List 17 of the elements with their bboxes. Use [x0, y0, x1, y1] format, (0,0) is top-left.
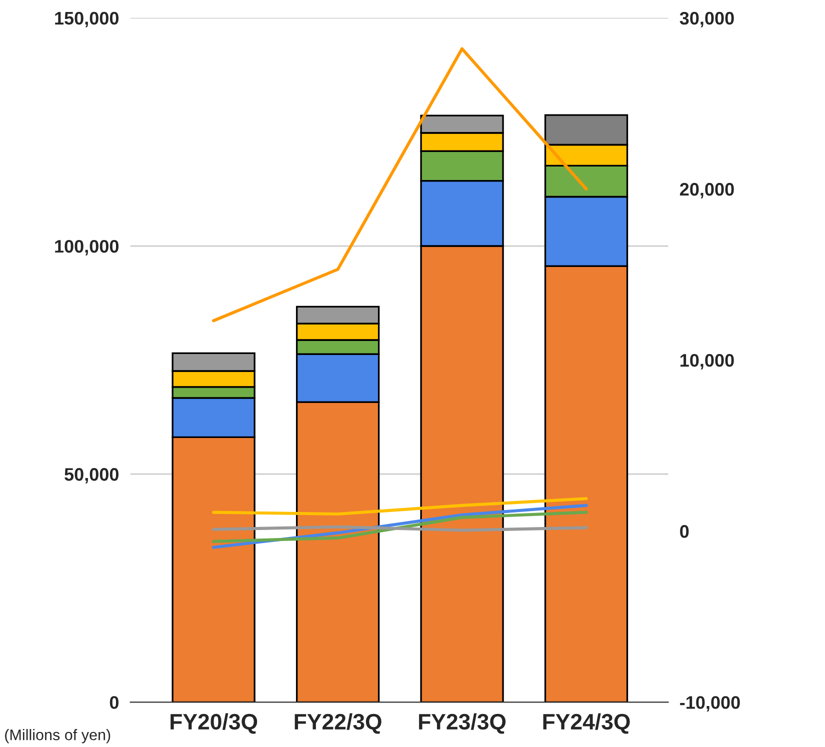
y-tick-label: 150,000: [55, 12, 119, 28]
x-tick-label: FY22/3Q: [294, 713, 382, 734]
line-series: [212, 497, 588, 516]
x-tick-label: FY23/3Q: [419, 713, 506, 734]
text: (Millions of yen): [5, 729, 110, 744]
y-tick-label: 50,000: [64, 468, 119, 484]
y2-tick-label: 30,000: [680, 12, 734, 28]
line-series: [212, 510, 588, 543]
y-tick-label: 0: [110, 696, 118, 709]
y-tick-label: 100,000: [55, 240, 119, 256]
x-tick-label: FY20/3Q: [170, 713, 258, 734]
y2-tick-label: 10,000: [680, 354, 734, 370]
x-tick-label: FY24/3Q: [543, 713, 630, 734]
line-series: [212, 47, 588, 322]
y2-tick-label: -10,000: [680, 696, 740, 712]
y2-tick-label: 0: [680, 525, 689, 538]
y2-tick-label: 20,000: [680, 182, 734, 198]
